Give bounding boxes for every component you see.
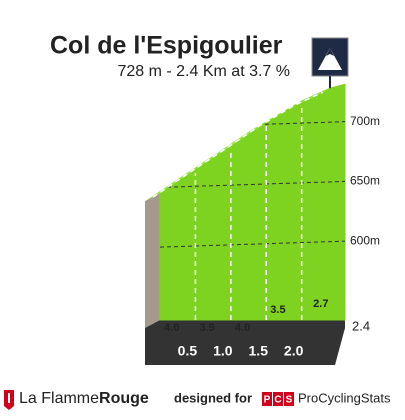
logo-letter: P (264, 395, 271, 406)
chart-subtitle: 728 m - 2.4 Km at 3.7 % (117, 63, 290, 80)
chart-title: Col de l'Espigoulier (50, 32, 283, 60)
grid-line (160, 180, 345, 188)
logo-letter: S (286, 395, 293, 406)
y-tick-label: 600m (350, 233, 380, 247)
base (145, 320, 345, 365)
brand: La FlammeRouge (19, 390, 149, 407)
side-face (145, 193, 160, 328)
site-name: ProCyclingStats (298, 390, 391, 405)
gradient-label: 3.9 (199, 322, 214, 334)
gradient-label: 3.5 (270, 304, 285, 316)
y-tick-label: 650m (350, 174, 380, 188)
grid-line (160, 240, 345, 248)
x-tick-label: 2.0 (284, 343, 304, 359)
gradient-label: 4.0 (235, 322, 250, 334)
x-tick-label: 1.0 (213, 343, 233, 359)
y-tick-label: 700m (350, 114, 380, 128)
segment (301, 83, 346, 321)
x-tick-label: 2.4 (352, 318, 370, 333)
gradient-label: 2.7 (313, 298, 328, 310)
logo-box (284, 392, 294, 406)
profile: 600m 650m 700m 0.5 1.0 1.5 2.0 2.4 4.0 3.9 4.0 3.5 2… (145, 76, 380, 365)
gradient-label: 4.0 (164, 322, 179, 334)
designed-for: designed for (174, 390, 252, 405)
ridge-line (152, 91, 324, 198)
x-tick-label: 0.5 (178, 343, 198, 359)
x-tick-label: 1.5 (249, 343, 269, 359)
logo-letter: C (274, 395, 281, 406)
logo-box (273, 392, 283, 406)
summit-icon (311, 37, 349, 77)
logo-box (262, 392, 272, 406)
